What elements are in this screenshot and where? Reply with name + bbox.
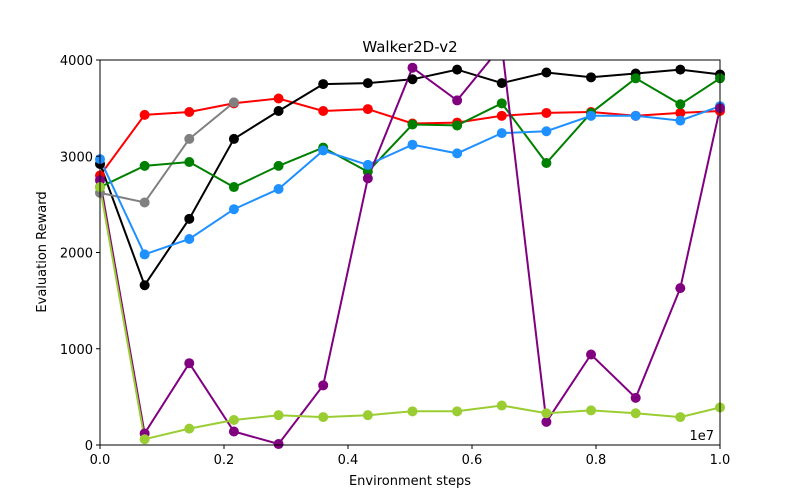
data-point: [496, 78, 507, 89]
data-point: [318, 380, 329, 391]
data-point: [362, 78, 373, 89]
data-point: [273, 439, 284, 450]
data-point: [184, 106, 195, 117]
data-point: [407, 62, 418, 73]
data-point: [362, 104, 373, 115]
data-point: [184, 358, 195, 369]
series-line-1: [100, 68, 720, 288]
data-point: [452, 148, 463, 159]
data-point: [452, 120, 463, 131]
data-point: [630, 392, 641, 403]
y-tick-label: 3000: [60, 150, 93, 165]
data-point: [228, 414, 239, 425]
data-point: [541, 408, 552, 419]
data-point: [541, 157, 552, 168]
data-point: [452, 406, 463, 417]
data-point: [318, 106, 329, 117]
data-point: [228, 426, 239, 437]
data-point: [452, 95, 463, 106]
data-point: [362, 410, 373, 421]
data-point: [139, 109, 150, 120]
series-line-5: [100, 60, 720, 445]
data-point: [318, 412, 329, 423]
x-tick-label: 1.0: [710, 453, 731, 468]
data-point: [675, 115, 686, 126]
data-point: [273, 410, 284, 421]
data-point: [362, 173, 373, 184]
x-tick-label: 0.8: [586, 453, 607, 468]
data-point: [184, 234, 195, 245]
data-point: [675, 64, 686, 75]
data-point: [586, 405, 597, 416]
data-point: [496, 400, 507, 411]
data-point: [184, 133, 195, 144]
data-point: [675, 283, 686, 294]
data-point: [407, 119, 418, 130]
data-point: [228, 97, 239, 108]
data-point: [139, 197, 150, 208]
data-point: [273, 183, 284, 194]
series-line-3: [100, 77, 720, 189]
series-layer: [100, 60, 720, 445]
data-point: [496, 98, 507, 109]
data-point: [318, 79, 329, 90]
y-tick-label: 4000: [60, 54, 93, 69]
data-point: [139, 280, 150, 291]
y-tick-label: 0: [85, 439, 93, 454]
data-point: [586, 110, 597, 121]
data-point: [273, 160, 284, 171]
data-point: [586, 349, 597, 360]
plot-frame: [99, 59, 721, 446]
data-point: [362, 159, 373, 170]
data-point: [630, 110, 641, 121]
chart-title: Walker2D-v2: [362, 38, 457, 56]
x-tick-label: 0.2: [214, 453, 235, 468]
x-tick-label: 0.4: [338, 453, 359, 468]
data-point: [273, 93, 284, 104]
data-point: [139, 160, 150, 171]
data-point: [541, 126, 552, 137]
x-axis-ticks: 0.0 0.2 0.4 0.6 0.8 1.0: [90, 445, 731, 468]
y-axis-ticks: 0 1000 2000 3000 4000: [60, 54, 100, 454]
data-point: [630, 73, 641, 84]
x-axis-label: Environment steps: [349, 474, 471, 489]
data-point: [452, 64, 463, 75]
data-point: [496, 128, 507, 139]
y-tick-label: 2000: [60, 247, 93, 262]
data-point: [139, 249, 150, 260]
data-point: [407, 406, 418, 417]
data-point: [184, 213, 195, 224]
data-point: [184, 157, 195, 168]
y-axis-label: Evaluation Reward: [35, 191, 50, 312]
y-tick-label: 1000: [60, 343, 93, 358]
data-point: [139, 434, 150, 445]
data-point: [407, 139, 418, 150]
series-line-6: [100, 186, 720, 441]
data-point: [541, 416, 552, 427]
data-point: [675, 107, 686, 118]
data-point: [541, 107, 552, 118]
x-tick-label: 0.6: [462, 453, 483, 468]
x-tick-label: 0.0: [90, 453, 111, 468]
data-point: [318, 145, 329, 156]
data-point: [273, 106, 284, 117]
series-line-2: [100, 101, 235, 204]
data-point: [228, 182, 239, 193]
data-point: [675, 99, 686, 110]
data-point: [228, 204, 239, 215]
data-point: [630, 408, 641, 419]
data-point: [675, 412, 686, 423]
x-axis-offset-label: 1e7: [689, 429, 714, 444]
data-point: [407, 74, 418, 85]
data-point: [586, 72, 597, 83]
data-point: [184, 423, 195, 434]
markers-layer: [95, 62, 725, 450]
data-point: [496, 110, 507, 121]
data-point: [541, 67, 552, 78]
data-point: [228, 133, 239, 144]
